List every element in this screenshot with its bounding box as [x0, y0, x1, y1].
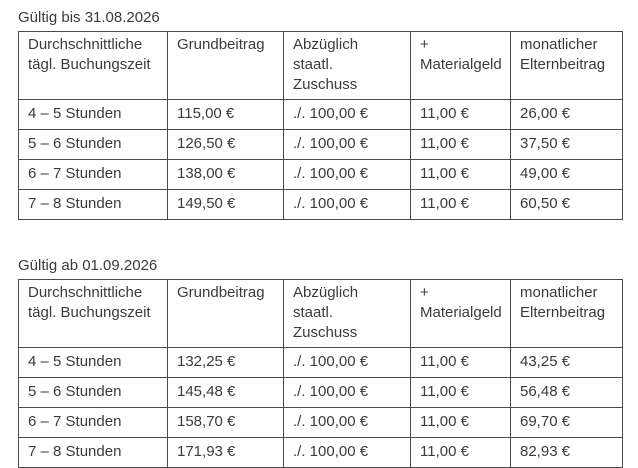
cell-booking-time: 7 – 8 Stunden: [18, 189, 168, 220]
table-header-row: Durchschnittliche tägl. Buchungszeit Gru…: [18, 279, 623, 348]
cell-monthly-parent-fee: 26,00 €: [510, 99, 623, 130]
cell-booking-time: 5 – 6 Stunden: [18, 129, 168, 160]
cell-booking-time: 4 – 5 Stunden: [18, 347, 168, 378]
column-header-booking-time: Durchschnittliche tägl. Buchungszeit: [18, 279, 168, 348]
cell-state-subsidy: ./. 100,00 €: [283, 347, 411, 378]
cell-booking-time: 6 – 7 Stunden: [18, 159, 168, 190]
table-row: 7 – 8 Stunden 171,93 € ./. 100,00 € 11,0…: [18, 437, 623, 468]
cell-monthly-parent-fee: 82,93 €: [510, 437, 623, 468]
cell-monthly-parent-fee: 37,50 €: [510, 129, 623, 160]
column-header-material-fee: + Materialgeld: [410, 31, 511, 100]
cell-monthly-parent-fee: 43,25 €: [510, 347, 623, 378]
table-title-valid-from: Gültig ab 01.09.2026: [18, 257, 158, 274]
cell-material-fee: 11,00 €: [410, 129, 511, 160]
column-header-base-fee: Grundbeitrag: [167, 31, 284, 100]
cell-base-fee: 158,70 €: [167, 407, 284, 438]
fee-table-section-before: Gültig bis 31.08.2026 Durchschnittliche …: [18, 8, 623, 220]
cell-material-fee: 11,00 €: [410, 407, 511, 438]
cell-state-subsidy: ./. 100,00 €: [283, 189, 411, 220]
cell-monthly-parent-fee: 60,50 €: [510, 189, 623, 220]
column-header-monthly-parent-fee: monatlicher Elternbeitrag: [510, 279, 623, 348]
cell-base-fee: 115,00 €: [167, 99, 284, 130]
cell-material-fee: 11,00 €: [410, 377, 511, 408]
cell-state-subsidy: ./. 100,00 €: [283, 377, 411, 408]
table-header-row: Durchschnittliche tägl. Buchungszeit Gru…: [18, 31, 623, 100]
table-row: 5 – 6 Stunden 126,50 € ./. 100,00 € 11,0…: [18, 129, 623, 160]
column-header-booking-time: Durchschnittliche tägl. Buchungszeit: [18, 31, 168, 100]
table-row: 5 – 6 Stunden 145,48 € ./. 100,00 € 11,0…: [18, 377, 623, 408]
cell-booking-time: 6 – 7 Stunden: [18, 407, 168, 438]
cell-state-subsidy: ./. 100,00 €: [283, 99, 411, 130]
column-header-base-fee: Grundbeitrag: [167, 279, 284, 348]
table-row: 4 – 5 Stunden 132,25 € ./. 100,00 € 11,0…: [18, 347, 623, 378]
table-row: 7 – 8 Stunden 149,50 € ./. 100,00 € 11,0…: [18, 189, 623, 220]
cell-base-fee: 138,00 €: [167, 159, 284, 190]
cell-monthly-parent-fee: 69,70 €: [510, 407, 623, 438]
fee-table-before: Durchschnittliche tägl. Buchungszeit Gru…: [18, 31, 623, 220]
cell-material-fee: 11,00 €: [410, 159, 511, 190]
cell-base-fee: 171,93 €: [167, 437, 284, 468]
table-row: 6 – 7 Stunden 158,70 € ./. 100,00 € 11,0…: [18, 407, 623, 438]
cell-base-fee: 145,48 €: [167, 377, 284, 408]
cell-booking-time: 5 – 6 Stunden: [18, 377, 168, 408]
cell-booking-time: 7 – 8 Stunden: [18, 437, 168, 468]
cell-state-subsidy: ./. 100,00 €: [283, 159, 411, 190]
cell-base-fee: 132,25 €: [167, 347, 284, 378]
table-row: 6 – 7 Stunden 138,00 € ./. 100,00 € 11,0…: [18, 159, 623, 190]
cell-base-fee: 149,50 €: [167, 189, 284, 220]
cell-state-subsidy: ./. 100,00 €: [283, 129, 411, 160]
cell-monthly-parent-fee: 56,48 €: [510, 377, 623, 408]
cell-monthly-parent-fee: 49,00 €: [510, 159, 623, 190]
cell-material-fee: 11,00 €: [410, 347, 511, 378]
column-header-state-subsidy: Abzüglich staatl. Zuschuss: [283, 31, 411, 100]
cell-booking-time: 4 – 5 Stunden: [18, 99, 168, 130]
cell-material-fee: 11,00 €: [410, 437, 511, 468]
fee-table-section-after: Gültig ab 01.09.2026 Durchschnittliche t…: [18, 256, 623, 468]
table-title-valid-until: Gültig bis 31.08.2026: [18, 9, 160, 26]
cell-material-fee: 11,00 €: [410, 99, 511, 130]
column-header-material-fee: + Materialgeld: [410, 279, 511, 348]
cell-base-fee: 126,50 €: [167, 129, 284, 160]
column-header-monthly-parent-fee: monatlicher Elternbeitrag: [510, 31, 623, 100]
column-header-state-subsidy: Abzüglich staatl. Zuschuss: [283, 279, 411, 348]
cell-state-subsidy: ./. 100,00 €: [283, 437, 411, 468]
cell-material-fee: 11,00 €: [410, 189, 511, 220]
table-row: 4 – 5 Stunden 115,00 € ./. 100,00 € 11,0…: [18, 99, 623, 130]
cell-state-subsidy: ./. 100,00 €: [283, 407, 411, 438]
